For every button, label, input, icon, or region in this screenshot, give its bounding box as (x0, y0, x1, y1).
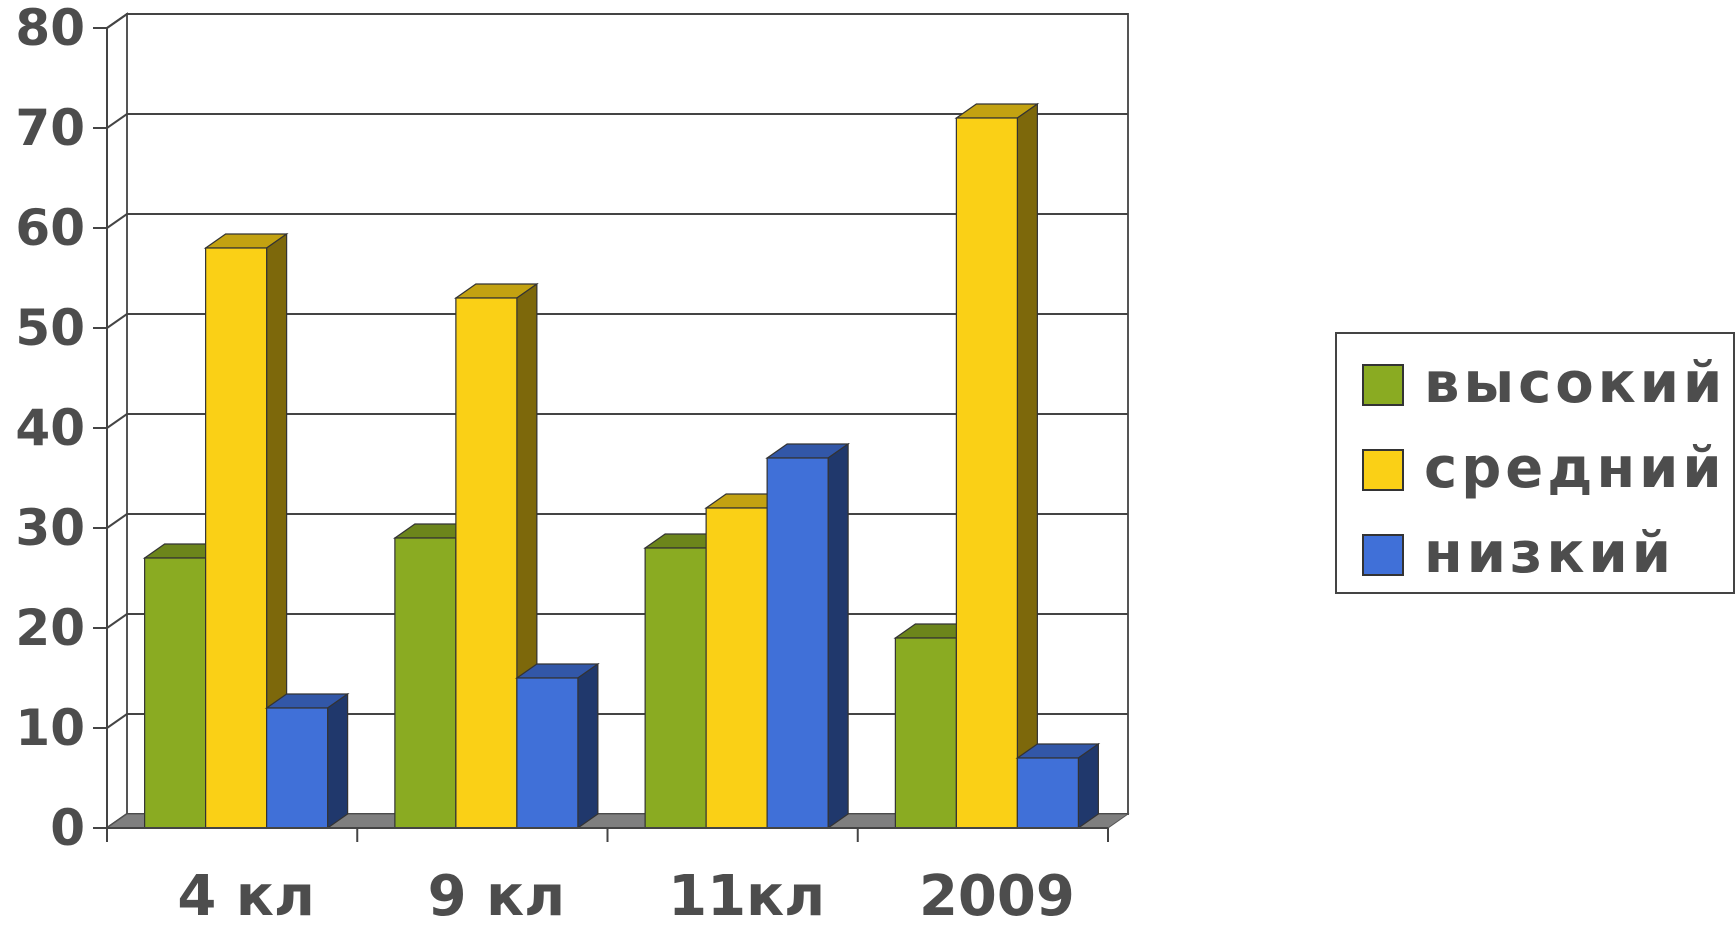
bar-side (577, 662, 599, 830)
legend-swatch (1362, 364, 1404, 406)
legend: высокий средний низкий (1335, 332, 1735, 594)
bar (765, 442, 851, 830)
bar-side (1077, 742, 1099, 830)
bar-front (516, 677, 579, 829)
legend-label: низкий (1424, 521, 1675, 586)
gridline (106, 113, 1128, 129)
y-tick-label: 50 (15, 299, 85, 357)
bar-side (827, 442, 849, 830)
y-tick-label: 20 (15, 599, 85, 657)
x-axis: 4 кл 9 кл 11кл 2009 (106, 827, 1109, 925)
gridline (106, 213, 1128, 229)
x-tick-label: 9 кл (428, 864, 565, 925)
bar-front (705, 507, 768, 829)
gridline (106, 413, 1128, 429)
legend-label: высокий (1424, 351, 1726, 416)
bar (264, 692, 350, 830)
y-tick-label: 0 (50, 799, 85, 857)
gridline (106, 313, 1128, 329)
legend-swatch (1362, 534, 1404, 576)
bar-front (394, 537, 457, 829)
bar-front (894, 637, 957, 829)
y-tick-label: 10 (15, 699, 85, 757)
y-tick-label: 30 (15, 499, 85, 557)
bar (1015, 742, 1101, 830)
y-axis: 0 10 20 30 40 50 60 70 80 (15, 0, 108, 857)
bar (514, 662, 600, 830)
bar-front (266, 707, 329, 829)
y-tick-label: 40 (15, 399, 85, 457)
bar-side (327, 692, 349, 830)
gridline (106, 13, 1128, 29)
y-tick-label: 60 (15, 199, 85, 257)
bar-front (1016, 757, 1079, 829)
bar (203, 232, 289, 830)
bar (954, 102, 1040, 830)
legend-swatch (1362, 449, 1404, 491)
x-tick-label: 11кл (668, 864, 825, 925)
bar-front (205, 247, 268, 829)
bar-front (766, 457, 829, 829)
bar-front (144, 557, 207, 829)
y-tick-label: 80 (15, 0, 85, 57)
x-tick-label: 4 кл (177, 864, 314, 925)
legend-label: средний (1424, 436, 1726, 501)
bar-front (955, 117, 1018, 829)
bar-front (455, 297, 518, 829)
x-tick-label: 2009 (919, 864, 1075, 925)
y-tick-label: 70 (15, 99, 85, 157)
bar-side (1016, 102, 1038, 830)
bar-front (644, 547, 707, 829)
